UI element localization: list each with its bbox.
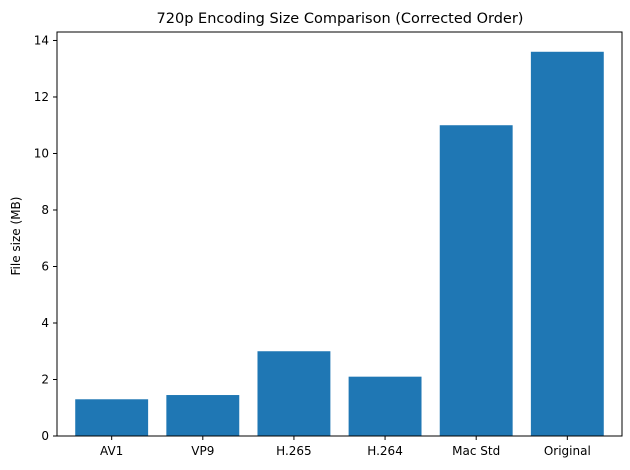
x-tick-label: H.264 <box>367 444 403 458</box>
x-tick-label: VP9 <box>191 444 214 458</box>
bar-mac-std <box>439 125 513 436</box>
bar-original <box>530 51 604 437</box>
x-tick-label: Mac Std <box>452 444 500 458</box>
y-axis-ticks: 0 2 4 6 8 10 12 14 <box>34 33 57 443</box>
y-tick-label: 6 <box>41 259 49 273</box>
x-tick-label: AV1 <box>100 444 123 458</box>
y-tick-label: 2 <box>41 372 49 386</box>
y-tick-label: 0 <box>41 429 49 443</box>
bars-group <box>75 51 604 437</box>
chart-title: 720p Encoding Size Comparison (Corrected… <box>157 11 524 27</box>
bar-vp9 <box>166 395 240 436</box>
y-axis-label: File size (MB) <box>9 197 23 276</box>
y-tick-label: 8 <box>41 203 49 217</box>
x-axis-ticks: AV1 VP9 H.265 H.264 Mac Std Original <box>100 436 591 458</box>
y-tick-label: 12 <box>34 90 49 104</box>
bar-h-264 <box>348 376 422 436</box>
y-tick-label: 14 <box>34 33 49 47</box>
x-tick-label: H.265 <box>276 444 312 458</box>
bar-h-265 <box>257 351 331 436</box>
bar-av1 <box>75 399 149 436</box>
y-tick-label: 4 <box>41 316 49 330</box>
plot-frame <box>56 31 623 437</box>
y-tick-label: 10 <box>34 146 49 160</box>
x-tick-label: Original <box>544 444 591 458</box>
